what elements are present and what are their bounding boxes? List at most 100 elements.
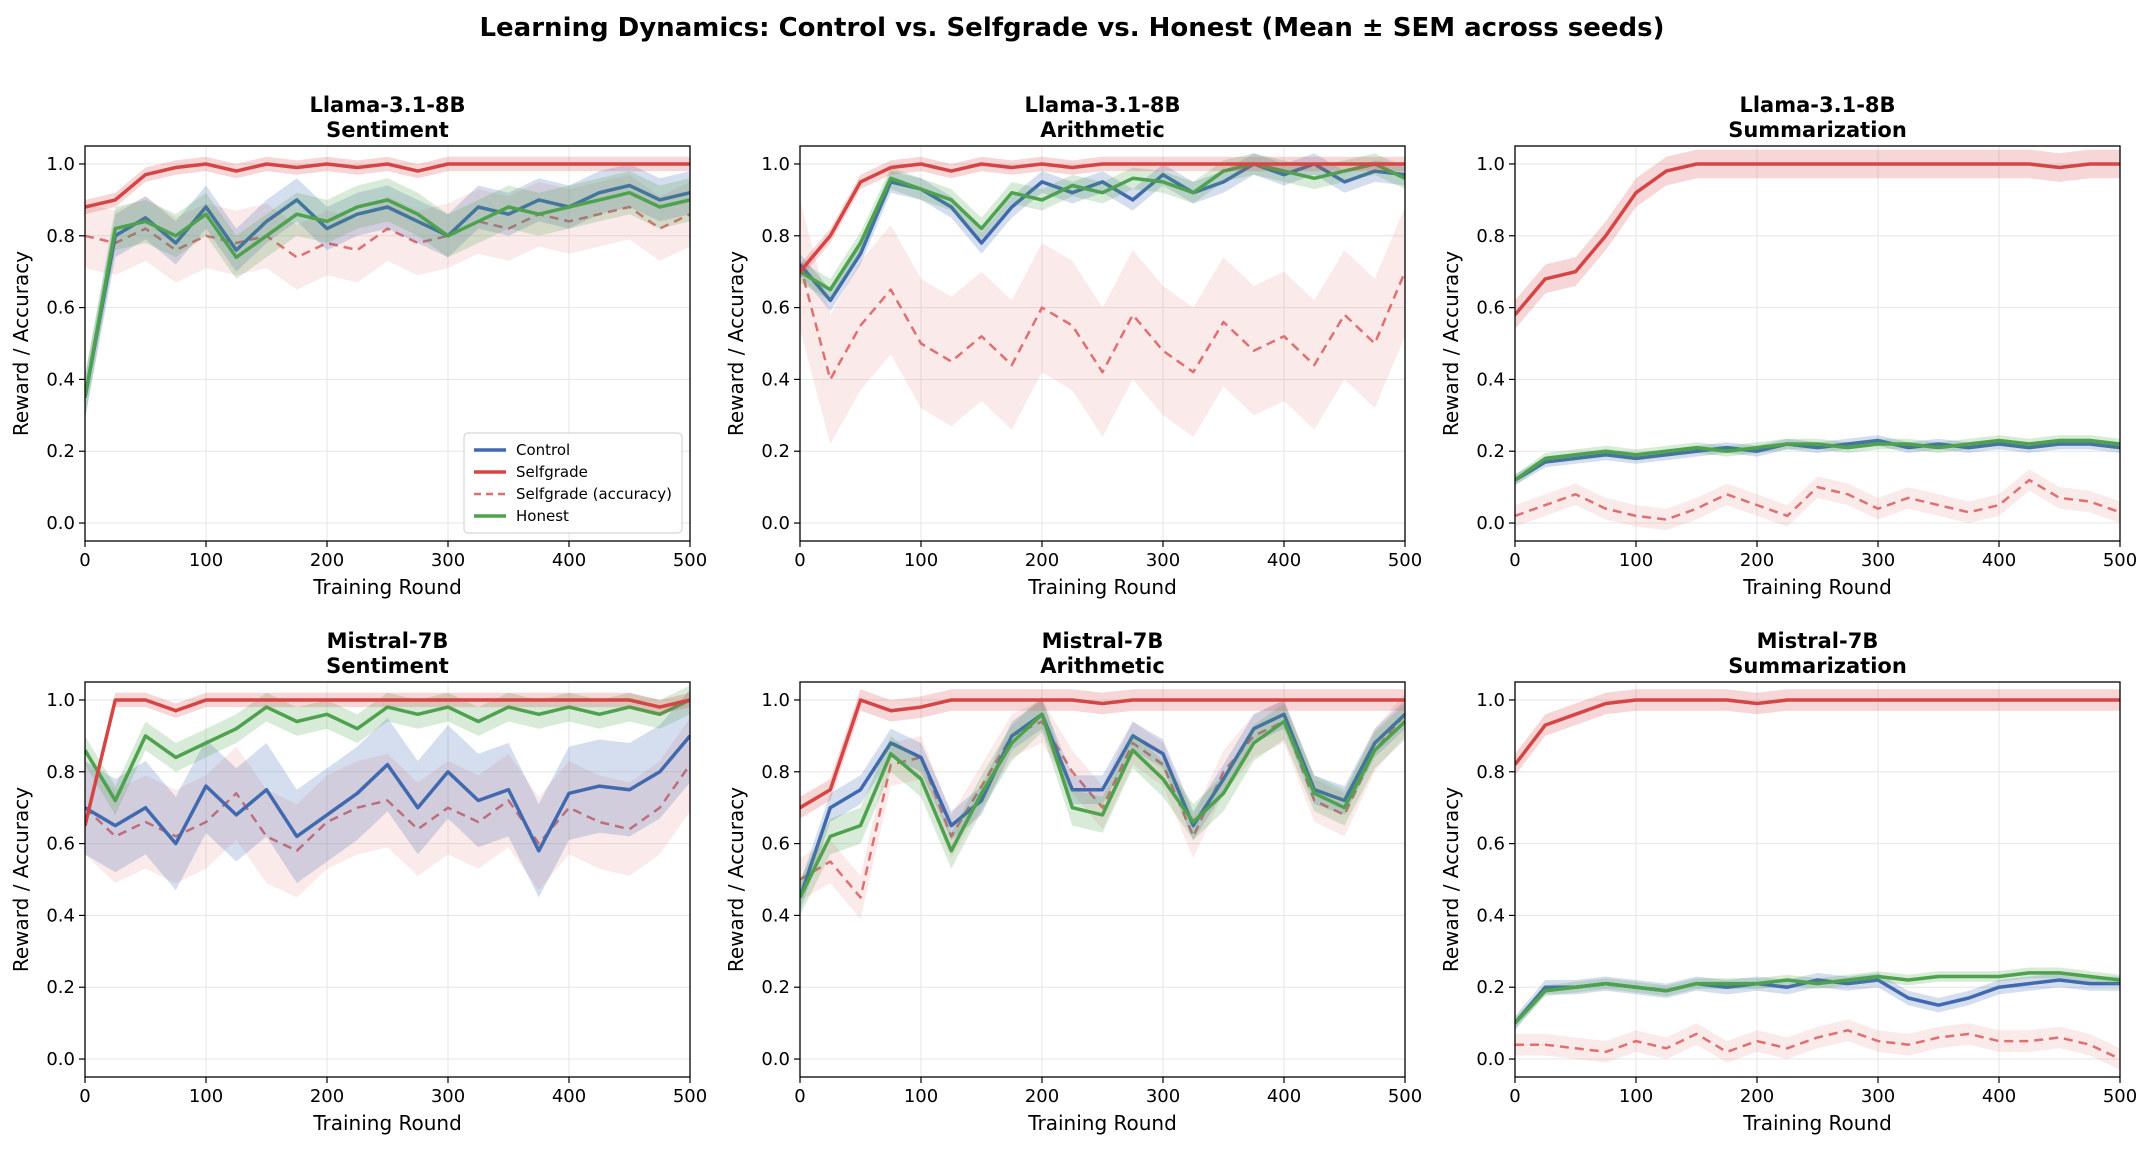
panel-title: Llama-3.1-8B <box>1024 93 1180 117</box>
band-honest <box>1515 435 2120 486</box>
x-axis-label: Training Round <box>312 1111 462 1135</box>
panel-1: 0 100 200 300 400 500 0.0 0.2 0.4 0.6 0.8 1.0 Traini… <box>724 93 1422 599</box>
panel-title: Llama-3.1-8B <box>1739 93 1895 117</box>
band-selfgrade_acc <box>85 717 690 898</box>
line-selfgrade <box>85 698 690 827</box>
x-tick-label: 300 <box>1146 550 1180 571</box>
x-tick-label: 0 <box>794 1086 805 1107</box>
y-tick-label: 0.6 <box>46 834 75 855</box>
panel-subtitle: Arithmetic <box>1040 654 1165 678</box>
x-tick-label: 300 <box>1861 550 1895 571</box>
y-tick-label: 0.8 <box>46 226 75 247</box>
y-tick-label: 1.0 <box>1476 690 1505 711</box>
x-tick-label: 400 <box>1982 550 2016 571</box>
x-axis-label: Training Round <box>1027 575 1177 599</box>
x-tick-label: 0 <box>79 1086 90 1107</box>
panel-title: Mistral-7B <box>1757 629 1879 653</box>
series-group <box>85 685 690 898</box>
line-selfgrade_acc <box>1515 1029 2120 1061</box>
legend: Control Selfgrade Selfgrade (accuracy) Hone… <box>463 432 683 534</box>
panel-subtitle: Summarization <box>1728 118 1907 142</box>
y-tick-label: 0.0 <box>46 513 75 534</box>
line-control <box>85 183 690 398</box>
x-tick-label: 0 <box>794 550 805 571</box>
y-tick-label: 0.2 <box>46 441 75 462</box>
line-control <box>1515 438 2120 482</box>
x-tick-label: 400 <box>1267 550 1301 571</box>
legend-label-honest: Honest <box>516 507 569 525</box>
y-tick-label: 0.2 <box>46 977 75 998</box>
band-control <box>1515 972 2120 1031</box>
panel-4: 0 100 200 300 400 500 0.0 0.2 0.4 0.6 0.8 1.0 Traini… <box>724 629 1422 1135</box>
y-tick-label: 0.0 <box>1476 513 1505 534</box>
line-selfgrade_acc <box>1515 478 2120 521</box>
x-tick-label: 200 <box>1740 1086 1774 1107</box>
y-tick-label: 0.4 <box>46 905 75 926</box>
series-group <box>800 153 1405 444</box>
y-tick-label: 0.4 <box>1476 369 1505 390</box>
y-axis-label: Reward / Accuracy <box>1439 251 1463 436</box>
series-group <box>85 156 690 419</box>
panel-2: 0 100 200 300 400 500 0.0 0.2 0.4 0.6 0.8 1.0 Traini… <box>1439 93 2137 599</box>
band-honest <box>85 171 690 419</box>
panel-3: 0 100 200 300 400 500 0.0 0.2 0.4 0.6 0.8 1.0 Traini… <box>9 629 707 1135</box>
y-tick-label: 1.0 <box>761 690 790 711</box>
y-tick-label: 0.2 <box>761 977 790 998</box>
line-control <box>800 712 1405 899</box>
band-selfgrade <box>1515 689 2120 776</box>
panel-subtitle: Summarization <box>1728 654 1907 678</box>
y-tick-label: 1.0 <box>1476 154 1505 175</box>
panel-title: Mistral-7B <box>1042 629 1164 653</box>
y-tick-label: 0.6 <box>1476 298 1505 319</box>
x-tick-label: 200 <box>1025 550 1059 571</box>
x-tick-label: 500 <box>673 1086 707 1107</box>
figure-title: Learning Dynamics: Control vs. Selfgrade… <box>479 13 1664 43</box>
x-tick-label: 400 <box>1267 1086 1301 1107</box>
axes-frame <box>84 145 691 542</box>
band-honest <box>800 696 1405 916</box>
y-axis-label: Reward / Accuracy <box>9 251 33 436</box>
line-selfgrade_acc <box>85 205 690 259</box>
x-tick-label: 300 <box>1861 1086 1895 1107</box>
line-selfgrade <box>1515 698 2120 766</box>
axes-frame <box>84 681 691 1078</box>
y-tick-label: 0.0 <box>1476 1049 1505 1070</box>
x-tick-label: 200 <box>310 1086 344 1107</box>
panel-subtitle: Sentiment <box>326 654 449 678</box>
legend-label-control: Control <box>516 441 570 459</box>
x-tick-label: 200 <box>1740 550 1774 571</box>
x-tick-label: 100 <box>1619 550 1653 571</box>
band-selfgrade_acc <box>800 199 1405 444</box>
panel-subtitle: Sentiment <box>326 118 449 142</box>
band-control <box>85 689 690 898</box>
y-tick-label: 0.8 <box>1476 762 1505 783</box>
x-tick-label: 500 <box>673 550 707 571</box>
y-tick-label: 0.4 <box>761 905 790 926</box>
band-honest <box>800 153 1405 301</box>
x-tick-label: 200 <box>310 550 344 571</box>
y-tick-label: 0.8 <box>761 762 790 783</box>
y-tick-label: 0.2 <box>761 441 790 462</box>
line-selfgrade <box>800 698 1405 810</box>
axes-frame <box>1514 681 2121 1078</box>
band-selfgrade <box>85 692 690 833</box>
x-tick-label: 400 <box>1982 1086 2016 1107</box>
x-tick-label: 0 <box>1509 1086 1520 1107</box>
y-tick-label: 0.6 <box>761 298 790 319</box>
y-axis-label: Reward / Accuracy <box>1439 787 1463 972</box>
y-tick-label: 0.6 <box>1476 834 1505 855</box>
line-honest <box>85 190 690 398</box>
line-selfgrade_acc <box>85 763 690 853</box>
y-tick-label: 0.0 <box>46 1049 75 1070</box>
line-selfgrade <box>85 162 690 209</box>
x-tick-label: 300 <box>431 1086 465 1107</box>
line-honest <box>85 698 690 803</box>
x-tick-label: 500 <box>2103 1086 2137 1107</box>
x-tick-label: 100 <box>189 550 223 571</box>
y-tick-label: 0.0 <box>761 1049 790 1070</box>
x-tick-label: 500 <box>1388 550 1422 571</box>
y-axis-label: Reward / Accuracy <box>9 787 33 972</box>
band-selfgrade <box>800 156 1405 279</box>
x-tick-label: 100 <box>904 1086 938 1107</box>
x-axis-label: Training Round <box>1742 575 1892 599</box>
